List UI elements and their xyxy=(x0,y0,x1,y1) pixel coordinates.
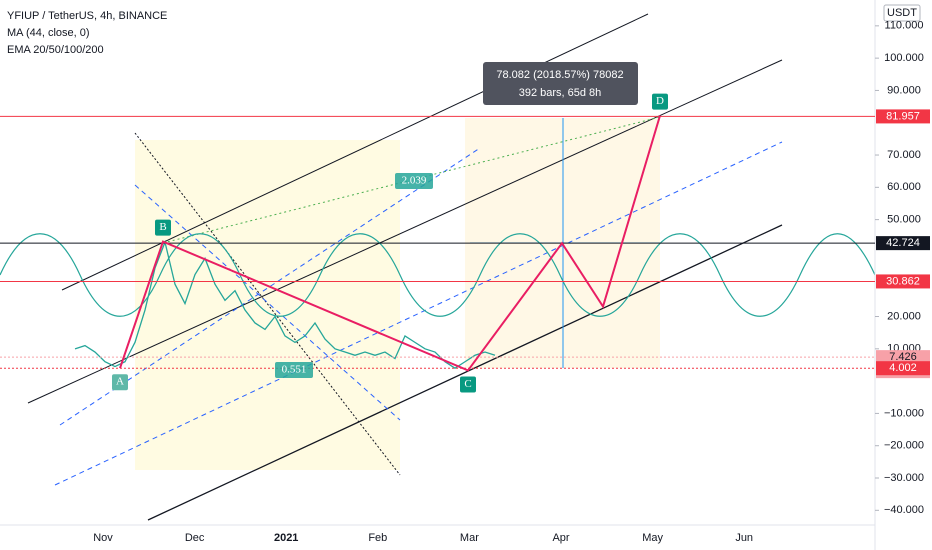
y-tick-label: 90.000 xyxy=(887,84,921,96)
price-label: 81.957 xyxy=(886,110,920,122)
channel-line xyxy=(54,141,783,486)
pattern-point-box xyxy=(460,376,476,393)
y-tick-label: −10.000 xyxy=(884,407,924,419)
x-tick-label: 2021 xyxy=(274,532,298,544)
tooltip-text: 392 bars, 65d 8h xyxy=(519,87,602,99)
indicator-label: EMA 20/50/100/200 xyxy=(7,44,104,56)
fib-label: 2.039 xyxy=(402,175,427,187)
channel-line xyxy=(27,59,783,404)
y-tick-label: 50.000 xyxy=(887,214,921,226)
fib-label-box xyxy=(395,173,433,189)
fib-line xyxy=(134,132,401,476)
price-label: 7.426 xyxy=(889,351,917,363)
tooltip: 78.082 (2018.57%) 78082 392 bars, 65d 8h xyxy=(483,62,638,105)
price-line xyxy=(74,240,496,369)
x-tick-label: Feb xyxy=(368,532,387,544)
pattern-point-label: B xyxy=(159,221,166,233)
x-tick-label: Apr xyxy=(552,532,569,544)
y-tick-label: 60.000 xyxy=(887,181,921,193)
y-tick-label: −40.000 xyxy=(884,504,924,516)
chart-title: YFIUP / TetherUS, 4h, BINANCE xyxy=(7,10,167,22)
price-label: 4.002 xyxy=(889,362,917,374)
price-label-box xyxy=(876,361,930,376)
y-tick-label: 110.000 xyxy=(885,20,924,32)
price-label-box xyxy=(876,109,930,124)
x-tick-label: Nov xyxy=(93,532,113,544)
pattern-point-label: A xyxy=(116,376,124,388)
channel-line xyxy=(59,147,481,426)
fib-label: 0.551 xyxy=(282,364,307,376)
x-tick-label: Mar xyxy=(460,532,479,544)
x-tick-label: Jun xyxy=(735,532,753,544)
channel-line xyxy=(147,224,783,521)
price-label: 30.862 xyxy=(886,275,920,287)
x-tick-label: May xyxy=(642,532,663,544)
fib-zone xyxy=(135,140,400,470)
price-label-box xyxy=(876,274,930,289)
tooltip-text: 78.082 (2018.57%) 78082 xyxy=(496,69,623,81)
indicator-label: MA (44, close, 0) xyxy=(7,27,90,39)
price-label: 42.724 xyxy=(886,237,920,249)
y-tick-label: −20.000 xyxy=(884,440,924,452)
currency-label: USDT xyxy=(887,7,917,19)
pattern-point-label: D xyxy=(656,95,664,107)
pattern-point-box xyxy=(155,219,171,236)
y-tick-label: 20.000 xyxy=(887,310,921,322)
y-tick-label: −30.000 xyxy=(884,472,924,484)
pattern-point-box xyxy=(112,374,128,391)
currency-box[interactable] xyxy=(883,4,921,22)
fib-label-box xyxy=(275,362,313,378)
pattern-point-label: C xyxy=(464,378,471,390)
channel-line xyxy=(61,13,649,291)
tooltip-box xyxy=(483,62,638,105)
x-tick-label: Dec xyxy=(185,532,205,544)
cycle-wave xyxy=(0,233,876,317)
y-tick-label: 70.000 xyxy=(887,149,921,161)
price-label-box xyxy=(876,236,930,251)
y-tick-label: 100.000 xyxy=(884,52,924,64)
pattern-point-box xyxy=(652,93,668,110)
pattern-line xyxy=(119,115,661,372)
